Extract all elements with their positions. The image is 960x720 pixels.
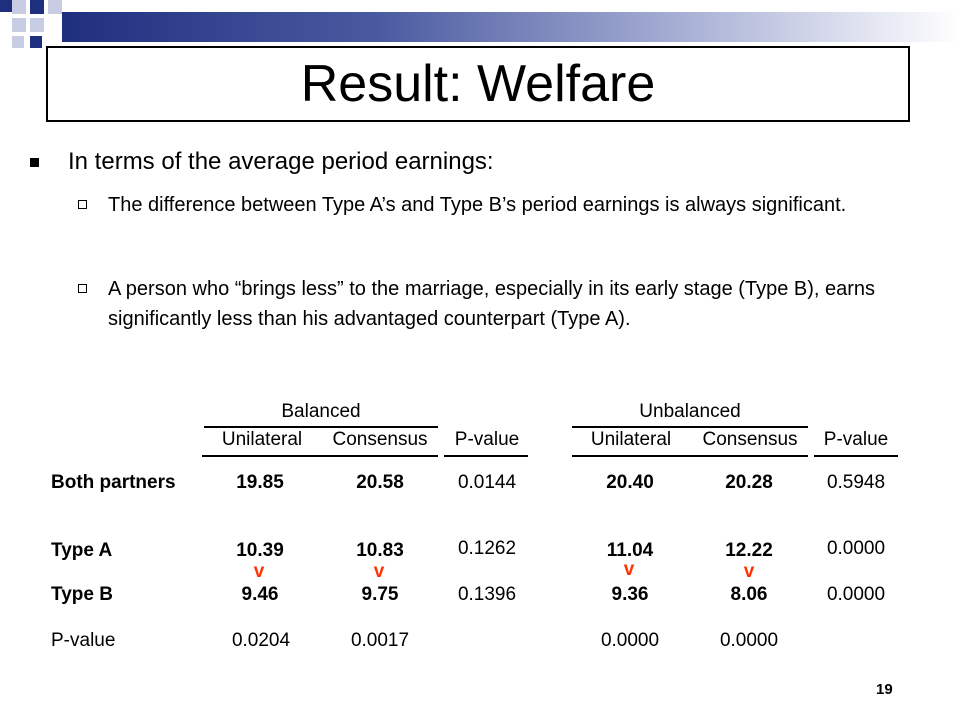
corner-square: [12, 36, 24, 48]
header-gradient-bar: [62, 12, 960, 42]
page-number: 19: [876, 681, 893, 698]
corner-square: [30, 18, 44, 32]
corner-square: [48, 0, 62, 14]
greater-than-mark: v: [373, 561, 385, 582]
row-label: Type B: [51, 584, 113, 605]
hollow-square-bullet-icon: [78, 284, 87, 293]
table-cell: 20.40: [606, 472, 654, 493]
table-cell: 0.0017: [350, 630, 410, 651]
table-cell: 0.0204: [231, 630, 291, 651]
table-cell: 9.75: [361, 584, 399, 605]
column-header: P-value: [454, 429, 520, 450]
row-label: Both partners: [51, 472, 176, 493]
corner-square: [12, 18, 26, 32]
column-header: Consensus: [702, 429, 798, 450]
column-header: Unilateral: [221, 429, 303, 450]
table-cell: 0.0000: [600, 630, 660, 651]
corner-square: [30, 36, 42, 48]
corner-square: [0, 0, 12, 12]
table-cell: 0.0000: [719, 630, 779, 651]
main-bullet-text: In terms of the average period earnings:: [68, 148, 494, 175]
table-cell: 20.28: [725, 472, 773, 493]
header-rule: [202, 455, 438, 457]
table-cell: 9.46: [241, 584, 279, 605]
header-rule: [444, 455, 528, 457]
header-rule: [204, 426, 438, 428]
row-label: Type A: [51, 540, 113, 561]
corner-square: [12, 0, 26, 14]
greater-than-mark: v: [623, 559, 635, 580]
table-cell: 0.0000: [826, 538, 886, 559]
table-cell: 20.58: [356, 472, 404, 493]
slide-title: Result: Welfare: [300, 55, 656, 113]
sub-bullet-text: The difference between Type A’s and Type…: [108, 194, 847, 216]
column-header: Consensus: [332, 429, 428, 450]
table-cell: 10.83: [356, 540, 404, 561]
table-cell: 8.06: [730, 584, 768, 605]
table-cell: 12.22: [725, 540, 773, 561]
header-rule: [572, 426, 808, 428]
header-rule: [572, 455, 808, 457]
table-cell: 19.85: [236, 472, 284, 493]
group-header-balanced: Balanced: [281, 401, 361, 422]
column-header: Unilateral: [590, 429, 672, 450]
sub-bullet-text: A person who “brings less” to the marria…: [108, 278, 876, 330]
table-cell: 0.0144: [457, 472, 517, 493]
corner-square: [30, 0, 44, 14]
hollow-square-bullet-icon: [78, 200, 87, 209]
table-cell: 0.1396: [457, 584, 517, 605]
column-header: P-value: [823, 429, 889, 450]
greater-than-mark: v: [253, 561, 265, 582]
table-cell: 10.39: [236, 540, 284, 561]
table-cell: 9.36: [611, 584, 649, 605]
table-cell: 11.04: [606, 540, 654, 561]
square-bullet-icon: [30, 158, 39, 167]
table-cell: 0.5948: [826, 472, 886, 493]
table-cell: 0.0000: [826, 584, 886, 605]
row-label: P-value: [51, 630, 116, 651]
group-header-unbalanced: Unbalanced: [639, 401, 741, 422]
header-rule: [814, 455, 898, 457]
title-box: Result: Welfare: [46, 46, 910, 122]
greater-than-mark: v: [743, 561, 755, 582]
table-cell: 0.1262: [457, 538, 517, 559]
